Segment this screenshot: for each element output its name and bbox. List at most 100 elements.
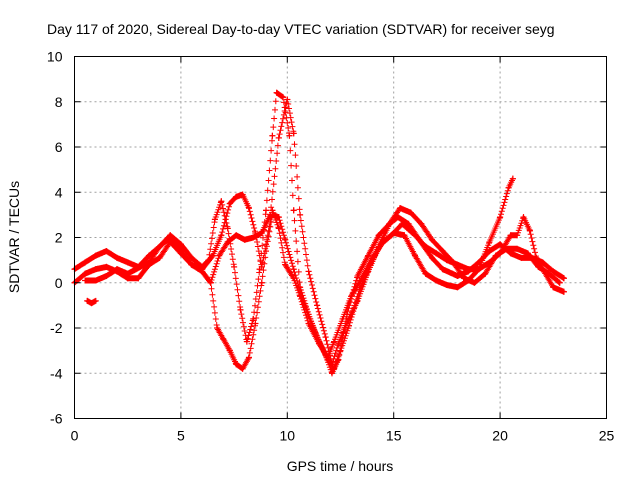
data-point xyxy=(233,361,240,368)
data-point xyxy=(290,207,297,214)
y-tick-label: -6 xyxy=(50,411,63,427)
data-point xyxy=(354,297,361,304)
data-point xyxy=(269,132,276,139)
data-point xyxy=(114,254,121,261)
data-point xyxy=(550,284,557,291)
data-point xyxy=(305,268,312,275)
data-point xyxy=(177,248,184,255)
data-point xyxy=(88,300,95,307)
data-point xyxy=(535,263,542,270)
data-point xyxy=(433,277,440,284)
axis-ticks: 0 5 10 15 20 25 -6 -4 -2 0 2 4 6 8 10 xyxy=(47,49,615,444)
data-point xyxy=(282,236,289,243)
data-point xyxy=(503,245,510,252)
data-point xyxy=(280,94,287,101)
data-point xyxy=(282,261,289,268)
data-point xyxy=(328,370,335,377)
data-point xyxy=(429,236,436,243)
data-point xyxy=(188,254,195,261)
data-point xyxy=(411,252,418,259)
y-tick-label: 10 xyxy=(47,49,63,65)
data-point xyxy=(103,263,110,270)
data-point xyxy=(263,248,270,255)
data-point xyxy=(145,259,152,266)
data-point xyxy=(156,243,163,250)
data-point xyxy=(218,232,225,239)
data-point xyxy=(348,293,355,300)
data-point xyxy=(454,272,461,279)
chart-title: Day 117 of 2020, Sidereal Day-to-day VTE… xyxy=(47,21,555,37)
data-point xyxy=(439,248,446,255)
data-point xyxy=(497,214,504,221)
data-point xyxy=(199,268,206,275)
data-point xyxy=(533,254,540,261)
data-point xyxy=(397,205,404,212)
data-point xyxy=(211,216,218,223)
data-point xyxy=(322,334,329,341)
data-point xyxy=(471,279,478,286)
data-point xyxy=(243,338,250,345)
data-point xyxy=(156,254,163,261)
y-axis-label: SDTVAR / TECUs xyxy=(6,181,22,293)
data-point xyxy=(556,279,563,286)
data-point xyxy=(399,220,406,227)
data-point xyxy=(343,320,350,327)
y-tick-label: 2 xyxy=(55,230,63,246)
x-tick-label: 5 xyxy=(177,428,185,444)
data-point xyxy=(82,270,89,277)
data-point xyxy=(252,320,259,327)
data-point xyxy=(422,243,429,250)
data-point xyxy=(486,248,493,255)
data-point xyxy=(233,193,240,200)
data-point xyxy=(250,234,257,241)
data-point xyxy=(233,232,240,239)
data-point xyxy=(114,266,121,273)
data-point xyxy=(286,132,293,139)
data-point xyxy=(388,232,395,239)
data-point xyxy=(443,282,450,289)
data-point xyxy=(526,227,533,234)
data-point xyxy=(492,252,499,259)
data-point xyxy=(290,130,297,137)
data-point xyxy=(124,270,131,277)
data-point xyxy=(218,198,225,205)
data-point xyxy=(475,266,482,273)
data-point xyxy=(328,361,335,368)
data-point xyxy=(509,175,516,182)
data-point xyxy=(429,254,436,261)
data-point xyxy=(550,268,557,275)
data-point xyxy=(560,288,567,295)
data-point xyxy=(135,275,142,282)
data-point xyxy=(520,214,527,221)
data-point xyxy=(239,365,246,372)
data-point xyxy=(407,209,414,216)
data-point xyxy=(258,279,265,286)
y-tick-label: 4 xyxy=(55,184,63,200)
data-point xyxy=(216,252,223,259)
data-point xyxy=(290,266,297,273)
x-tick-label: 10 xyxy=(280,428,296,444)
data-point xyxy=(84,297,91,304)
data-point xyxy=(82,277,89,284)
data-point xyxy=(514,232,521,239)
data-point xyxy=(258,229,265,236)
data-point xyxy=(454,284,461,291)
data-point xyxy=(546,270,553,277)
data-point xyxy=(239,191,246,198)
data-point xyxy=(92,266,99,273)
data-point xyxy=(497,241,504,248)
y-tick-label: -2 xyxy=(50,320,63,336)
x-tick-label: 15 xyxy=(386,428,402,444)
data-point xyxy=(267,211,274,218)
data-point xyxy=(375,232,382,239)
data-point xyxy=(482,270,489,277)
data-point xyxy=(507,232,514,239)
data-point xyxy=(439,266,446,273)
data-point xyxy=(411,232,418,239)
data-point xyxy=(245,205,252,212)
data-point xyxy=(297,211,304,218)
data-point xyxy=(418,220,425,227)
data-point xyxy=(103,248,110,255)
